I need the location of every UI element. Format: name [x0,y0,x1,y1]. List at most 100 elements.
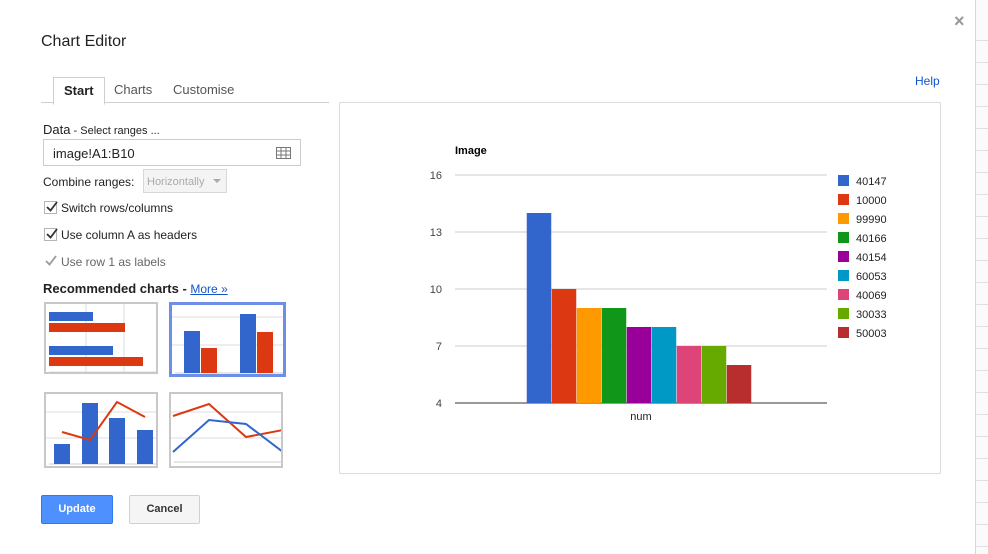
legend-entry: 99990 [856,214,887,226]
use-column-a-headers-label: Use column A as headers [61,228,198,242]
legend-swatch-40154 [838,251,849,262]
thumb-combo-chart[interactable] [44,392,158,468]
sheet-gridline [976,480,988,481]
sheet-gridline [976,40,988,41]
column-chart-icon [172,314,283,374]
thumb-line-chart[interactable] [169,392,283,468]
y-tick-label: 16 [430,170,442,182]
sheet-gridline [976,238,988,239]
data-label: Data - Select ranges ... [43,122,160,137]
spreadsheet-edge [975,0,988,554]
combine-ranges-value: Horizontally [147,176,205,188]
close-icon[interactable]: × [954,11,965,31]
line-chart-icon [171,402,281,463]
use-row-1-labels-label: Use row 1 as labels [61,255,166,269]
data-label-text: Data [43,122,71,137]
bar-60053 [651,327,677,403]
tab-customise[interactable]: Customise [173,82,235,97]
legend-swatch-60053 [838,270,849,281]
chart-preview: Image 4 7 10 13 16 num 40147 10000 99990 40166 4015… [339,102,941,474]
sheet-gridline [976,62,988,63]
use-row-1-labels-checkbox[interactable] [44,254,58,268]
legend-swatch-40166 [838,232,849,243]
legend-entry: 40154 [856,252,887,264]
recommended-charts-label: Recommended charts - More » [43,281,228,296]
combo-chart-icon [46,400,156,465]
chart-title: Image [455,145,487,157]
sheet-gridline [976,106,988,107]
sheet-gridline [976,194,988,195]
thumb-horizontal-bar-chart[interactable] [44,302,158,374]
sheet-gridline [976,546,988,547]
y-tick-label: 4 [436,398,442,410]
help-link[interactable]: Help [915,74,940,88]
grid-icon[interactable] [276,147,291,159]
bar-99990 [576,308,602,403]
legend-swatch-99990 [838,213,849,224]
bar-50003 [726,365,752,403]
more-charts-link[interactable]: More » [190,282,228,296]
data-label-sub: - Select ranges ... [70,125,160,137]
sheet-gridline [976,370,988,371]
check-icon [46,228,58,239]
range-input-value: image!A1:B10 [53,146,135,161]
combine-ranges-label: Combine ranges: [43,175,135,189]
sheet-gridline [976,348,988,349]
sheet-gridline [976,128,988,129]
sheet-gridline [976,150,988,151]
sheet-gridline [976,172,988,173]
bar-40166 [601,308,627,403]
combine-ranges-select[interactable]: Horizontally [143,169,227,193]
sheet-gridline [976,260,988,261]
bar-40147 [526,213,552,403]
legend-swatch-10000 [838,194,849,205]
switch-rows-columns-checkbox[interactable] [44,201,58,214]
chart-preview-svg: Image 4 7 10 13 16 num 40147 10000 99990 40166 4015… [430,145,887,423]
sheet-gridline [976,524,988,525]
sheet-gridline [976,502,988,503]
tabs-baseline [41,102,329,103]
legend-entry: 30033 [856,309,887,321]
use-column-a-headers-checkbox[interactable] [44,228,58,241]
dialog-title: Chart Editor [41,33,127,50]
update-button[interactable]: Update [41,495,113,524]
sheet-gridline [976,216,988,217]
sheet-gridline [976,458,988,459]
legend-entry: 40147 [856,176,887,188]
x-category-label: num [630,411,651,423]
sheet-gridline [976,84,988,85]
tab-charts[interactable]: Charts [114,82,153,97]
legend-entry: 10000 [856,195,887,207]
sheet-gridline [976,282,988,283]
range-input[interactable]: image!A1:B10 [43,139,301,166]
bar-10000 [551,289,577,403]
y-tick-label: 13 [430,227,442,239]
legend-entry: 40069 [856,290,887,302]
check-icon [46,201,58,212]
legend-swatch-40069 [838,289,849,300]
recommended-charts-text: Recommended charts [43,281,179,296]
legend-entry: 50003 [856,328,887,340]
legend-entry: 40166 [856,233,887,245]
legend-swatch-40147 [838,175,849,186]
sheet-gridline [976,392,988,393]
cancel-button[interactable]: Cancel [129,495,200,524]
switch-rows-columns-label: Switch rows/columns [61,201,174,215]
sheet-gridline [976,414,988,415]
y-tick-label: 10 [430,284,442,296]
chevron-down-icon [213,179,221,183]
recommended-charts-separator: - [178,281,191,296]
tab-start[interactable]: Start [53,77,105,105]
bar-30033 [701,346,727,403]
bar-40154 [626,327,652,403]
legend-swatch-30033 [838,308,849,319]
sheet-gridline [976,304,988,305]
thumb-column-chart[interactable] [169,302,286,377]
sheet-gridline [976,436,988,437]
y-tick-label: 7 [436,341,442,353]
legend-swatch-50003 [838,327,849,338]
bar-40069 [676,346,702,403]
sheet-gridline [976,326,988,327]
horizontal-bar-chart-icon [49,304,156,372]
legend-entry: 60053 [856,271,887,283]
